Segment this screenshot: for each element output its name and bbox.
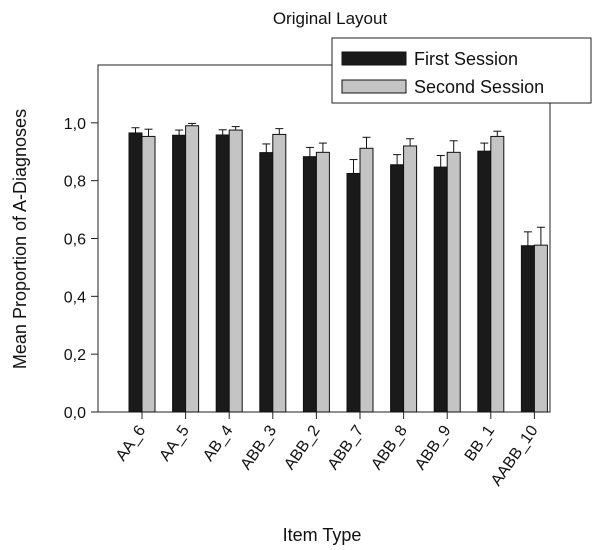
x-tick-label: ABB_7 xyxy=(325,422,368,473)
bar-series-group xyxy=(128,122,548,413)
bar-first-session xyxy=(477,150,492,413)
x-tick-label: ABB_2 xyxy=(281,422,324,473)
x-axis: AA_6 AA_5 AB_4 ABB_3 ABB_2 ABB_7 ABB_8 ABB_9 BB_… xyxy=(113,412,542,489)
x-tick-label: AA_6 xyxy=(113,422,149,464)
x-tick-label: ABB_9 xyxy=(412,422,455,473)
y-tick-label: 0,0 xyxy=(64,405,86,422)
bar-first-session xyxy=(259,152,274,413)
legend: First Session Second Session xyxy=(331,37,592,104)
bar-first-session xyxy=(172,134,187,413)
bar-second-session xyxy=(228,129,243,413)
bar-second-session xyxy=(359,147,374,413)
x-tick-label: ABB_8 xyxy=(368,422,411,473)
bar-first-session xyxy=(520,245,535,413)
x-tick-label: AA_5 xyxy=(157,422,193,464)
y-axis-label: Mean Proportion of A-Diagnoses xyxy=(10,109,30,369)
bar-second-session xyxy=(490,135,505,413)
bar-second-session xyxy=(141,135,156,413)
x-tick-label: AB_4 xyxy=(200,422,236,464)
bar-first-session xyxy=(390,164,405,413)
bar-first-session xyxy=(215,134,230,413)
y-tick-label: 0,2 xyxy=(64,347,86,364)
bar-first-session xyxy=(302,156,317,413)
bar-second-session xyxy=(272,133,287,413)
x-axis-label: Item Type xyxy=(283,525,362,545)
y-tick-label: 0,6 xyxy=(64,232,86,249)
bar-first-session xyxy=(346,172,361,413)
x-tick-label: ABB_3 xyxy=(238,422,281,473)
legend-swatch xyxy=(341,79,407,94)
bar-first-session xyxy=(433,166,448,413)
y-tick-label: 0,8 xyxy=(64,174,86,191)
x-tick-label: BB_1 xyxy=(462,422,498,464)
chart-title: Original Layout xyxy=(273,9,388,28)
legend-swatch xyxy=(341,51,407,66)
bar-second-session xyxy=(315,151,330,413)
legend-label: Second Session xyxy=(414,77,544,97)
bar-first-session xyxy=(128,132,143,413)
y-tick-label: 0,4 xyxy=(64,289,86,306)
bar-second-session xyxy=(403,145,418,413)
y-tick-label: 1,0 xyxy=(64,116,86,133)
bar-second-session xyxy=(446,151,461,413)
bar-second-session xyxy=(185,125,200,413)
bar-second-session xyxy=(533,244,548,413)
legend-label: First Session xyxy=(414,49,518,69)
y-axis: 0,0 0,2 0,4 0,6 0,8 1,0 xyxy=(64,116,98,422)
